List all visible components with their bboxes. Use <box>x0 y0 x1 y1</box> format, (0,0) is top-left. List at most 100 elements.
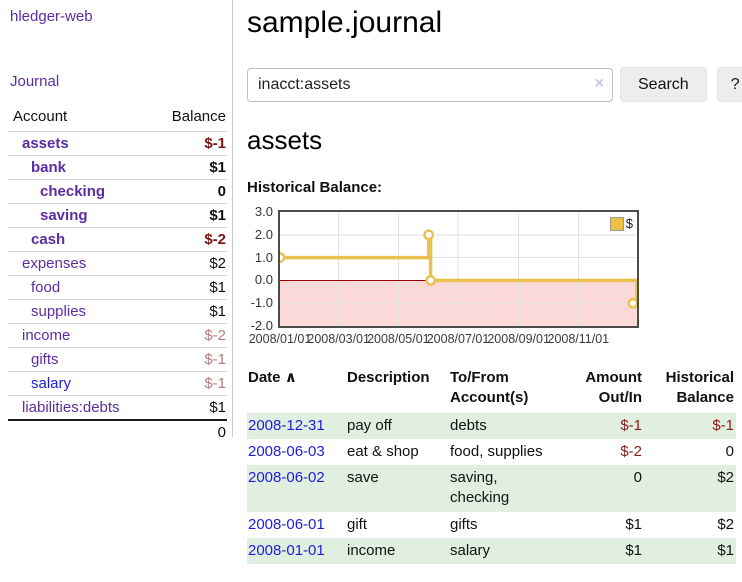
account-link[interactable]: income <box>22 327 71 344</box>
search-input[interactable] <box>247 67 613 102</box>
register-date-link[interactable]: 2008-06-03 <box>248 442 325 460</box>
account-title: assets <box>247 125 323 155</box>
page-title: sample.journal <box>247 6 443 39</box>
register-row: 2008-01-01 income salary $1 $1 <box>247 537 736 564</box>
y-axis-tick-label: 2.0 <box>254 226 273 242</box>
register-description: save <box>347 469 379 486</box>
x-axis-tick-label: 2008/01/01 <box>248 332 312 346</box>
register-amount: 0 <box>633 469 642 486</box>
register-amount: $1 <box>625 515 642 533</box>
account-link[interactable]: liabilities:debts <box>22 399 120 416</box>
register-balance: $2 <box>717 515 734 533</box>
account-link[interactable]: assets <box>22 135 69 152</box>
y-axis-tick-label: 0.0 <box>254 272 273 288</box>
account-row: salary $-1 <box>8 371 227 396</box>
register-date-link[interactable]: 2008-06-02 <box>248 469 325 486</box>
chart-data-point <box>423 229 435 241</box>
accounts-total-spacer <box>8 419 118 444</box>
account-row: bank $1 <box>8 155 227 180</box>
account-balance: $-1 <box>117 347 227 372</box>
account-link[interactable]: expenses <box>22 255 87 272</box>
account-cell: bank <box>8 155 118 180</box>
accounts-total-value: 0 <box>117 419 227 444</box>
register-row: 2008-06-01 gift gifts $1 $2 <box>247 512 736 538</box>
account-cell: gifts <box>8 347 118 372</box>
register-description: income <box>347 541 396 559</box>
register-date-link[interactable]: 2008-01-01 <box>248 541 325 559</box>
search-button[interactable]: Search <box>620 67 707 102</box>
sidebar: hledger-web Journal Account Balance asse… <box>0 0 233 444</box>
account-link[interactable]: bank <box>31 159 67 176</box>
x-axis-tick-label: 2008/09/01 <box>487 332 550 346</box>
account-row: assets $-1 <box>8 131 227 156</box>
account-balance: $-2 <box>117 323 227 348</box>
account-row: checking 0 <box>8 179 227 204</box>
chart-title: Historical Balance: <box>247 179 383 196</box>
register-date-cell: 2008-06-03 <box>247 439 346 465</box>
account-balance: 0 <box>117 179 227 204</box>
account-row: expenses $2 <box>8 251 227 276</box>
register-date-cell: 2008-06-02 <box>247 465 346 512</box>
account-cell: income <box>8 323 118 348</box>
register-header-amount: Amount Out/In <box>585 369 642 407</box>
register-row: 2008-06-02 save saving, checking 0 $2 <box>247 465 736 512</box>
account-link[interactable]: cash <box>31 231 66 248</box>
register-date-link[interactable]: 2008-12-31 <box>248 416 325 434</box>
balance-chart: 3.0 2.0 1.0 0.0 -1.0 -2.0 $ 2008/01/01 2008/03… <box>247 202 742 350</box>
accounts-header-row: Account Balance <box>8 104 227 132</box>
clear-search-icon[interactable]: × <box>594 74 604 92</box>
y-axis-tick-label: 3.0 <box>254 204 273 219</box>
account-link[interactable]: food <box>31 279 61 296</box>
account-balance: $-2 <box>117 227 227 252</box>
register-balance: $1 <box>717 541 734 559</box>
accounts-total-row: 0 <box>8 419 227 444</box>
chart-legend: $ <box>609 216 633 231</box>
x-axis-tick-label: 2008/05/01 <box>367 332 430 346</box>
register-balance: $-1 <box>712 416 734 434</box>
account-cell: assets <box>8 131 118 156</box>
account-row: cash $-2 <box>8 227 227 252</box>
account-cell: saving <box>8 203 118 228</box>
legend-label: $ <box>625 216 633 231</box>
account-link[interactable]: checking <box>40 183 106 200</box>
legend-swatch-icon <box>609 216 624 231</box>
account-balance: $-1 <box>117 131 227 156</box>
account-cell: expenses <box>8 251 118 276</box>
register-accounts: debts <box>450 416 487 434</box>
account-balance: $1 <box>117 155 227 180</box>
help-button[interactable]: ? <box>716 67 742 102</box>
account-balance: $1 <box>117 275 227 300</box>
account-cell: cash <box>8 227 118 252</box>
account-link[interactable]: saving <box>40 207 88 224</box>
account-balance: $2 <box>117 251 227 276</box>
chart-data-point <box>280 252 286 263</box>
chart-plot-area: $ <box>278 210 639 328</box>
register-row: 2008-06-03 eat & shop food, supplies $-2 0 <box>247 439 736 465</box>
register-date-cell: 2008-12-31 <box>247 413 346 439</box>
register-date-link[interactable]: 2008-06-01 <box>248 515 325 533</box>
register-row: 2008-12-31 pay off debts $-1 $-1 <box>247 412 736 439</box>
account-link[interactable]: supplies <box>31 303 87 320</box>
register-header-description: Description <box>347 369 430 386</box>
register-amount: $1 <box>625 541 642 559</box>
journal-nav-link[interactable]: Journal <box>10 73 60 90</box>
register-header-row: Date ∧ Description To/From Account(s) Am… <box>247 365 736 413</box>
register-description: gift <box>347 515 368 533</box>
account-row: income $-2 <box>8 323 227 348</box>
account-row: gifts $-1 <box>8 347 227 372</box>
account-link[interactable]: salary <box>31 375 72 392</box>
register-table: Date ∧ Description To/From Account(s) Am… <box>247 365 736 564</box>
register-balance: $2 <box>717 469 734 486</box>
account-balance: $1 <box>117 203 227 228</box>
account-link[interactable]: gifts <box>31 351 59 368</box>
register-description: pay off <box>347 416 392 434</box>
app-brand-link[interactable]: hledger-web <box>10 8 93 25</box>
chart-data-point <box>627 297 637 309</box>
register-header-balance: Historical Balance <box>665 369 734 407</box>
register-header-accounts: To/From Account(s) <box>450 369 529 407</box>
register-header-date[interactable]: Date ∧ <box>248 369 297 386</box>
account-cell: salary <box>8 371 118 396</box>
sort-ascending-icon: ∧ <box>284 369 297 386</box>
search-form: × Search ? <box>247 67 742 102</box>
accounts-table: Account Balance assets $-1 bank $1 checking 0… <box>8 104 227 444</box>
